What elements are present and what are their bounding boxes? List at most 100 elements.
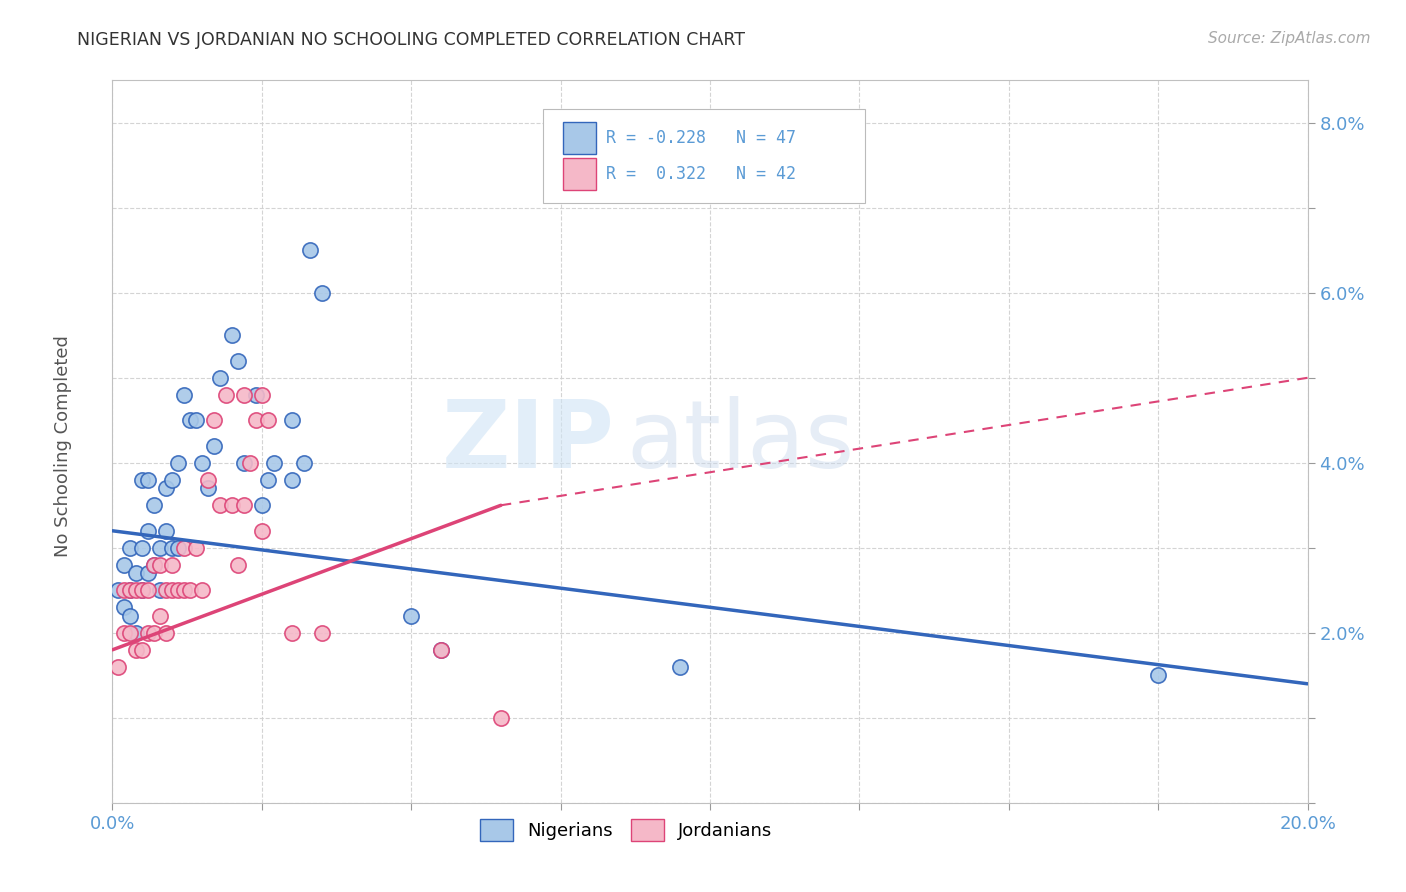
- Text: atlas: atlas: [627, 395, 855, 488]
- Point: [202, 413, 225, 427]
- Text: R =  0.322   N = 42: R = 0.322 N = 42: [606, 165, 796, 183]
- Text: ZIP: ZIP: [441, 395, 614, 488]
- Point: [155, 481, 177, 495]
- FancyBboxPatch shape: [562, 158, 596, 191]
- Point: [1147, 668, 1170, 682]
- Point: [114, 583, 135, 598]
- Point: [669, 660, 692, 674]
- Point: [257, 473, 280, 487]
- Point: [138, 566, 160, 581]
- Legend: Nigerians, Jordanians: Nigerians, Jordanians: [474, 812, 779, 848]
- Point: [233, 456, 256, 470]
- Point: [250, 388, 273, 402]
- Point: [191, 456, 214, 470]
- Point: [120, 583, 142, 598]
- Point: [155, 625, 177, 640]
- Point: [131, 583, 153, 598]
- Point: [257, 413, 280, 427]
- Point: [149, 583, 172, 598]
- Point: [250, 524, 273, 538]
- Point: [292, 456, 315, 470]
- Point: [245, 388, 267, 402]
- Point: [131, 473, 153, 487]
- Point: [114, 600, 135, 615]
- Text: Source: ZipAtlas.com: Source: ZipAtlas.com: [1208, 31, 1371, 46]
- Point: [281, 473, 304, 487]
- Point: [197, 481, 219, 495]
- Point: [209, 498, 232, 512]
- Point: [138, 625, 160, 640]
- Point: [263, 456, 285, 470]
- Point: [114, 558, 135, 572]
- Point: [215, 388, 238, 402]
- Point: [125, 642, 148, 657]
- Point: [430, 642, 453, 657]
- Point: [155, 524, 177, 538]
- Point: [143, 498, 166, 512]
- Point: [179, 583, 201, 598]
- Point: [162, 558, 183, 572]
- Point: [221, 498, 243, 512]
- Point: [281, 413, 304, 427]
- Point: [114, 625, 135, 640]
- Point: [186, 541, 208, 555]
- Point: [250, 498, 273, 512]
- Text: R = -0.228   N = 47: R = -0.228 N = 47: [606, 129, 796, 147]
- Point: [173, 583, 195, 598]
- Point: [131, 583, 153, 598]
- Point: [173, 541, 195, 555]
- Point: [120, 608, 142, 623]
- Point: [107, 660, 129, 674]
- Point: [149, 541, 172, 555]
- Point: [125, 583, 148, 598]
- Point: [143, 558, 166, 572]
- Point: [149, 558, 172, 572]
- Point: [138, 524, 160, 538]
- Point: [131, 541, 153, 555]
- Point: [125, 566, 148, 581]
- Point: [120, 541, 142, 555]
- Point: [131, 642, 153, 657]
- Point: [167, 541, 190, 555]
- Point: [233, 388, 256, 402]
- Point: [120, 583, 142, 598]
- Point: [107, 583, 129, 598]
- Point: [197, 473, 219, 487]
- Point: [162, 541, 183, 555]
- Point: [173, 388, 195, 402]
- Point: [138, 583, 160, 598]
- Point: [162, 583, 183, 598]
- Text: No Schooling Completed: No Schooling Completed: [55, 335, 72, 557]
- Point: [191, 583, 214, 598]
- Point: [143, 625, 166, 640]
- Point: [281, 625, 304, 640]
- FancyBboxPatch shape: [543, 109, 866, 203]
- Point: [311, 625, 333, 640]
- Point: [155, 583, 177, 598]
- Point: [162, 473, 183, 487]
- Point: [202, 439, 225, 453]
- Point: [298, 244, 321, 258]
- Point: [149, 608, 172, 623]
- Point: [221, 328, 243, 343]
- Point: [489, 711, 512, 725]
- Point: [120, 625, 142, 640]
- FancyBboxPatch shape: [562, 122, 596, 154]
- Point: [401, 608, 423, 623]
- Point: [233, 498, 256, 512]
- Point: [179, 413, 201, 427]
- Point: [226, 353, 249, 368]
- Point: [239, 456, 262, 470]
- Point: [245, 413, 267, 427]
- Point: [311, 285, 333, 300]
- Point: [226, 558, 249, 572]
- Point: [186, 413, 208, 427]
- Text: NIGERIAN VS JORDANIAN NO SCHOOLING COMPLETED CORRELATION CHART: NIGERIAN VS JORDANIAN NO SCHOOLING COMPL…: [77, 31, 745, 49]
- Point: [430, 642, 453, 657]
- Point: [167, 583, 190, 598]
- Point: [209, 371, 232, 385]
- Point: [167, 456, 190, 470]
- Point: [138, 473, 160, 487]
- Point: [143, 558, 166, 572]
- Point: [125, 625, 148, 640]
